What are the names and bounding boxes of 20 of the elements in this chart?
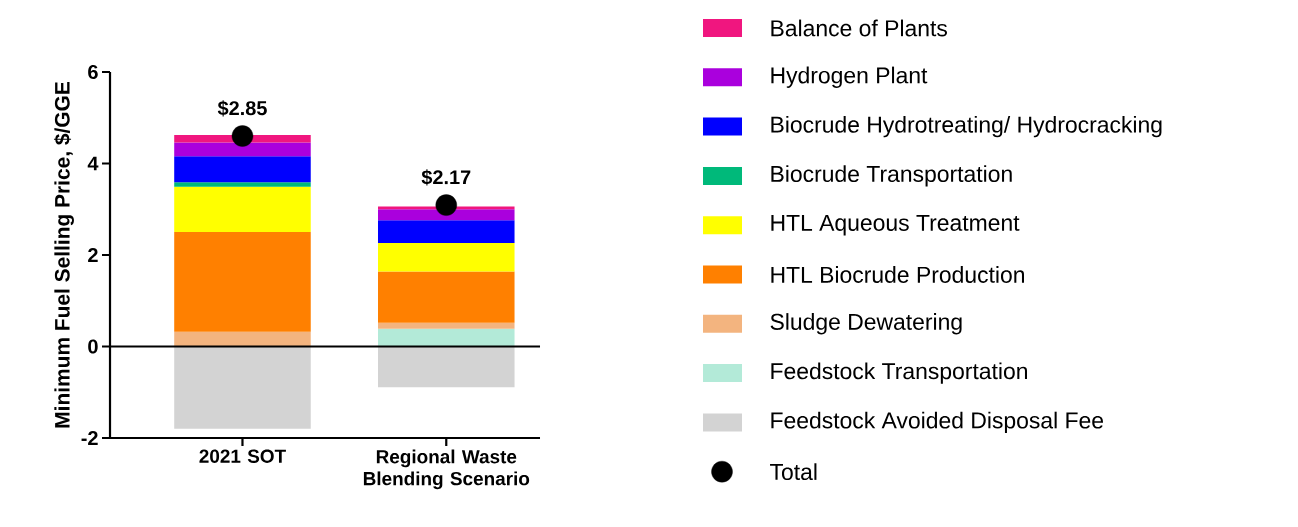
legend-label: HTL Aqueous Treatment [771,214,1020,236]
y-axis-title: Minimum Fuel Selling Price, $/GGE [53,81,74,428]
annotation: $2.17 [421,169,471,186]
x-tick-label: Regional Waste Blending Scenario [363,449,530,490]
legend-label: Hydrogen Plant [771,66,928,88]
y-tick-label: 4 [87,156,99,171]
legend-label: Feedstock Transportation [771,362,1027,384]
legend-label: Sludge Dewatering [770,313,962,335]
y-tick-label: 6 [88,64,98,80]
legend-label: Biocrude Transportation [771,165,1012,187]
legend-label: HTL Biocrude Production [771,266,1024,283]
annotation: $2.85 [217,100,267,117]
legend-label: Biocrude Hydrotreating/ Hydrocracking [771,115,1162,138]
legend-label: Balance of Plants [771,19,947,37]
x-tick-label: 2021 SOT [199,449,286,463]
y-tick-label: 2 [88,248,98,262]
y-tick-label: 0 [88,339,98,354]
y-tick-label: -2 [81,431,98,445]
legend-label: Feedstock Avoided Disposal Fee [771,411,1104,434]
legend-label: Total [770,463,817,481]
